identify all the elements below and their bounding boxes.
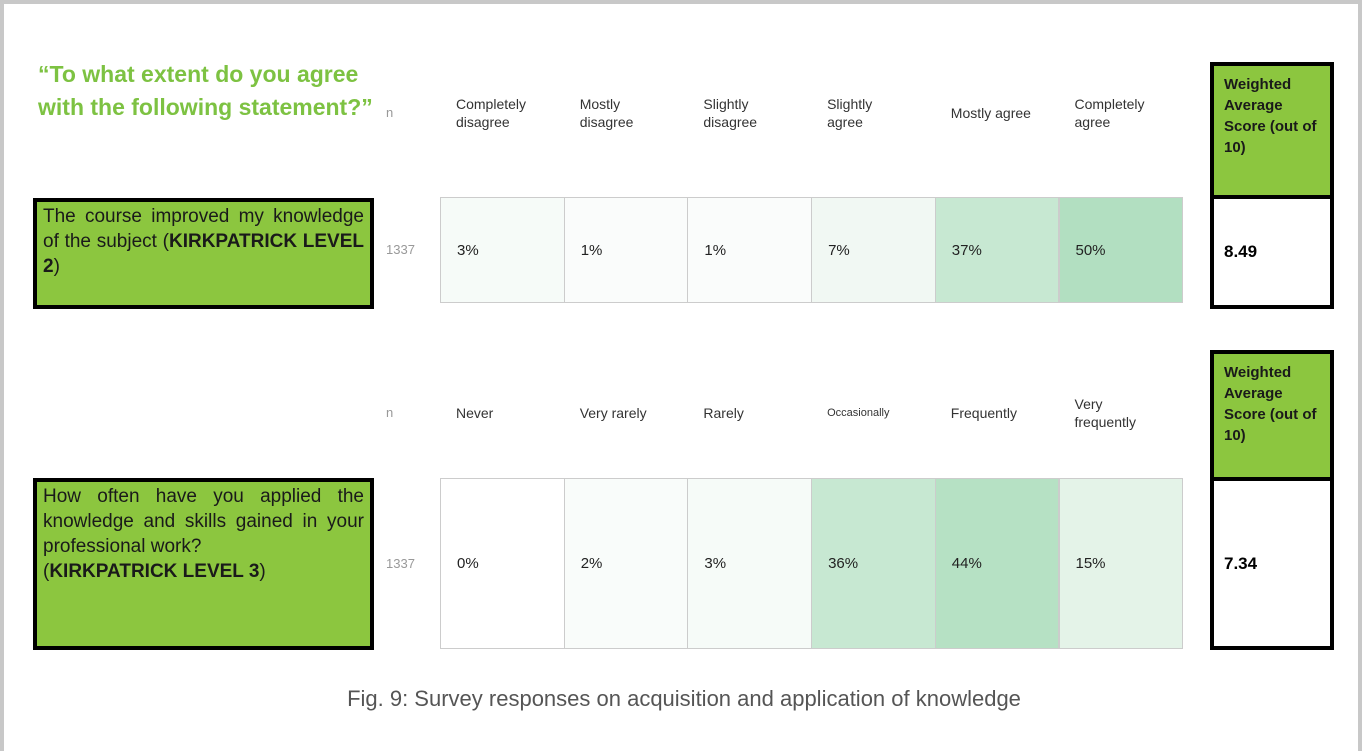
statement-text: How often have you applied the knowledge…: [43, 486, 364, 557]
cell: 0%: [440, 478, 565, 649]
statement: The course improved my knowledge of the …: [33, 198, 374, 309]
cell: 50%: [1058, 197, 1184, 303]
score-header: Weighted Average Score (out of 10): [1210, 350, 1334, 481]
column-header: Frequently: [950, 405, 1017, 421]
column-header: Completely disagree: [456, 96, 527, 130]
level: KIRKPATRICK LEVEL 2: [43, 231, 365, 277]
column-header: Rarely: [703, 405, 744, 421]
n-header: n: [386, 105, 394, 120]
statement: How often have you applied the knowledge…: [33, 478, 374, 650]
column-header: Slightly agree: [827, 96, 873, 130]
column-header: Very frequently: [1074, 396, 1136, 430]
cell: 3%: [687, 478, 813, 649]
cell: 15%: [1058, 478, 1184, 649]
column-header: Completely agree: [1074, 96, 1145, 130]
statement-text: ): [259, 561, 266, 582]
title: “To what extent do you agree with the fo…: [38, 61, 373, 120]
score-header: Weighted Average Score (out of 10): [1210, 62, 1334, 199]
column-header: Mostly disagree: [579, 96, 634, 130]
cell: 2%: [563, 478, 689, 649]
n-value: 1337: [386, 242, 415, 257]
caption: Fig. 9: Survey responses on acquisition …: [347, 686, 1021, 711]
cell: 36%: [811, 478, 936, 649]
level: KIRKPATRICK LEVEL 3: [49, 561, 260, 582]
statement-text: The course improved my knowledge of the …: [43, 206, 364, 252]
column-header: Occasionally: [827, 407, 890, 419]
n-value: 1337: [386, 555, 415, 571]
cell: 44%: [934, 478, 1060, 649]
column-header: Mostly agree: [950, 105, 1031, 121]
cell: 3%: [440, 197, 565, 303]
score: 8.49: [1210, 199, 1334, 309]
statement-text: (: [43, 561, 50, 582]
column-header: Never: [456, 405, 494, 421]
cell: 7%: [811, 197, 936, 303]
statement-text: ): [53, 256, 60, 277]
score: 7.34: [1210, 481, 1334, 650]
cell: 1%: [563, 197, 689, 303]
cell: 37%: [934, 197, 1060, 303]
column-header: Slightly disagree: [703, 96, 758, 130]
n-header: n: [386, 405, 394, 420]
column-header: Very rarely: [579, 405, 647, 421]
cell: 1%: [687, 197, 813, 303]
